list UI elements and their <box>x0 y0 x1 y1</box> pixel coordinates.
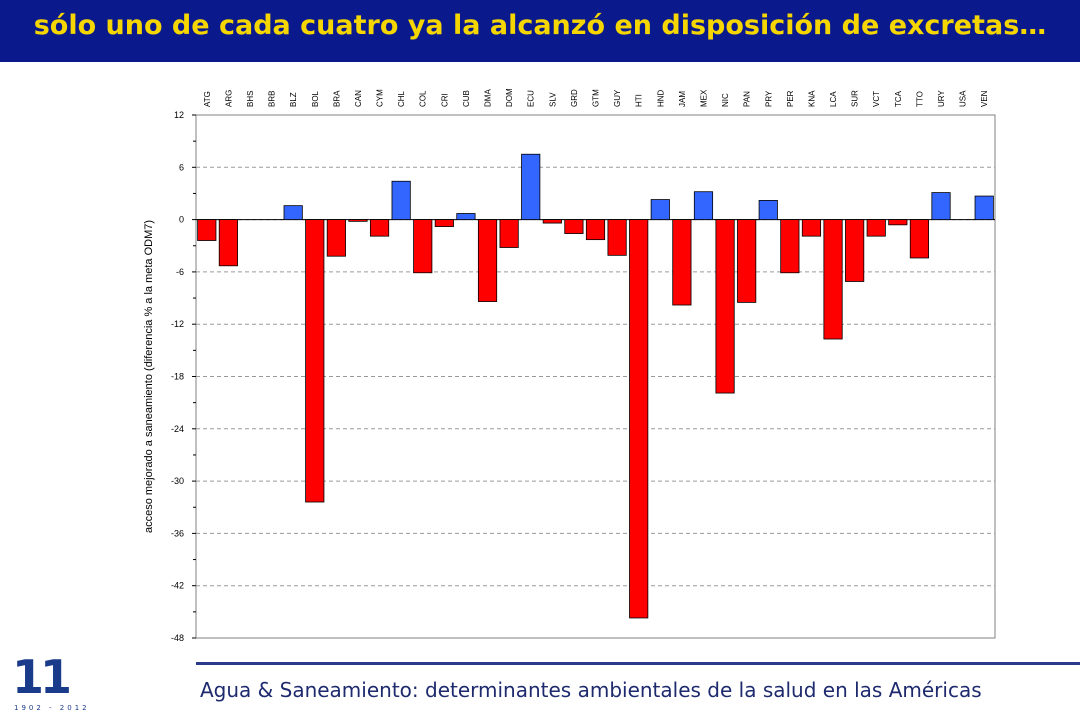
category-label-brb: BRB <box>268 91 277 107</box>
y-tick-label: 6 <box>179 162 184 172</box>
category-label-usa: USA <box>959 90 968 107</box>
category-label-blz: BLZ <box>289 92 298 107</box>
bar-blz <box>283 205 303 221</box>
bar-col <box>413 219 433 274</box>
y-tick-label: -48 <box>171 633 184 643</box>
footer-caption: Agua & Saneamiento: determinantes ambien… <box>200 678 982 702</box>
bar-cym <box>369 219 390 237</box>
page-title: sólo uno de cada cuatro ya la alcanzó en… <box>33 10 1047 41</box>
bar-tto <box>909 219 929 259</box>
category-label-atg: ATG <box>203 91 212 107</box>
category-label-can: CAN <box>354 90 363 107</box>
y-tick-label: -18 <box>171 372 184 382</box>
bar-cub <box>456 213 476 221</box>
category-label-ecu: ECU <box>527 90 536 107</box>
bar-ury <box>931 192 951 220</box>
bar-cri <box>434 219 454 227</box>
bar-kna <box>801 219 822 237</box>
bar-chl <box>391 180 411 220</box>
bar-vct <box>866 219 886 237</box>
category-label-cub: CUB <box>462 90 471 107</box>
category-label-dom: DOM <box>505 88 514 107</box>
y-tick-label: -42 <box>171 581 184 591</box>
bar-gtm <box>585 219 606 241</box>
category-label-tca: TCA <box>894 90 903 107</box>
category-label-grd: GRD <box>570 89 579 107</box>
category-label-nic: NIC <box>721 93 730 107</box>
category-label-ury: URY <box>937 90 946 107</box>
bar-tca <box>888 219 908 226</box>
category-label-per: PER <box>786 90 795 107</box>
category-label-gtm: GTM <box>592 89 601 107</box>
title-bar <box>0 0 1080 62</box>
y-tick-label: -6 <box>176 267 184 277</box>
logo-years: 1902 - 2012 <box>14 704 90 712</box>
category-label-hti: HTI <box>635 94 644 107</box>
bar-grd <box>564 219 584 234</box>
y-axis-label: acceso mejorado a saneamiento (diferenci… <box>143 220 155 533</box>
category-label-lca: LCA <box>829 91 838 107</box>
logo-110-icon: 11 <box>12 650 72 704</box>
category-label-bol: BOL <box>311 90 320 107</box>
bar-chart: 12 6 0 -6 -12 -18 -24 -30 -36 -42 -48 acceso mejora… <box>143 88 996 643</box>
bar-can <box>348 219 368 222</box>
bar-dma <box>477 219 498 302</box>
category-label-guy: GUY <box>613 89 622 107</box>
bar-atg <box>197 219 217 241</box>
bar-hti <box>629 219 649 619</box>
bar-arg <box>218 219 238 267</box>
bar-nic <box>715 219 735 394</box>
bar-pan <box>737 219 757 303</box>
bar-jam <box>672 219 692 306</box>
bar-per <box>780 219 800 274</box>
category-label-tto: TTO <box>915 91 924 107</box>
bar-guy <box>607 219 627 256</box>
bar-dom <box>499 219 519 248</box>
category-label-vct: VCT <box>872 91 881 107</box>
bar-pry <box>758 200 778 221</box>
category-label-col: COL <box>419 90 428 107</box>
bar-ecu <box>521 153 541 220</box>
category-label-bra: BRA <box>332 90 341 107</box>
y-tick-label: -36 <box>171 528 184 538</box>
bar-bra <box>326 219 346 257</box>
footer-divider <box>196 662 1080 665</box>
category-label-kna: KNA <box>807 90 816 107</box>
bar-slv <box>542 219 562 224</box>
bar-sur <box>845 219 865 282</box>
bar-ven <box>974 195 994 221</box>
category-label-mex: MEX <box>699 89 708 107</box>
category-label-sur: SUR <box>851 90 860 107</box>
category-label-jam: JAM <box>678 91 687 107</box>
y-tick-label: -30 <box>171 476 184 486</box>
category-label-hnd: HND <box>656 89 665 107</box>
bar-hnd <box>650 199 670 221</box>
category-label-pry: PRY <box>764 90 773 107</box>
category-label-slv: SLV <box>548 92 557 107</box>
bar-lca <box>823 219 843 340</box>
category-label-bhs: BHS <box>246 91 255 107</box>
category-label-dma: DMA <box>484 89 493 107</box>
y-tick-label: -24 <box>171 424 184 434</box>
category-label-pan: PAN <box>743 91 752 107</box>
category-label-cri: CRI <box>440 93 449 107</box>
y-tick-label: -12 <box>171 319 184 329</box>
category-label-arg: ARG <box>224 90 233 107</box>
category-label-ven: VEN <box>980 90 989 107</box>
bar-mex <box>693 191 714 220</box>
y-tick-label: 0 <box>179 215 184 225</box>
bar-bol <box>305 219 325 503</box>
y-tick-label: 12 <box>174 110 184 120</box>
category-label-chl: CHL <box>397 90 406 107</box>
category-label-cym: CYM <box>376 89 385 107</box>
